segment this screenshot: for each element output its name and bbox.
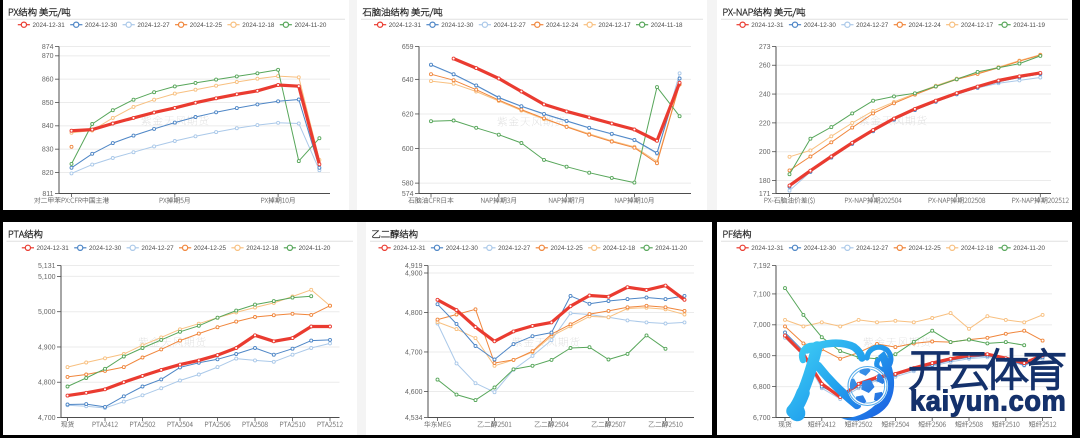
- svg-text:2024-12-17: 2024-12-17: [598, 22, 631, 29]
- svg-text:2024-12-30: 2024-12-30: [89, 245, 122, 252]
- svg-text:2024-12-25: 2024-12-25: [190, 22, 223, 29]
- svg-text:2024-12-27: 2024-12-27: [856, 245, 889, 252]
- svg-text:4,900: 4,900: [405, 270, 423, 277]
- svg-text:2024-12-27: 2024-12-27: [856, 22, 889, 29]
- svg-text:4,900: 4,900: [38, 344, 56, 351]
- svg-text:860: 860: [42, 77, 54, 84]
- svg-text:273: 273: [759, 44, 771, 51]
- svg-text:840: 840: [42, 123, 54, 130]
- svg-text:260: 260: [759, 63, 771, 70]
- svg-text:574: 574: [402, 191, 414, 198]
- svg-text:2024-11-19: 2024-11-19: [1013, 22, 1045, 29]
- svg-text:2024-12-31: 2024-12-31: [393, 245, 426, 252]
- svg-text:2024-11-20: 2024-11-20: [299, 245, 331, 252]
- svg-text:2024-12-18: 2024-12-18: [242, 22, 275, 29]
- svg-text:4,700: 4,700: [405, 349, 423, 356]
- svg-text:171: 171: [759, 191, 771, 198]
- svg-text:2024-12-25: 2024-12-25: [551, 245, 584, 252]
- svg-text:830: 830: [42, 147, 54, 154]
- svg-text:2024-12-17: 2024-12-17: [961, 22, 994, 29]
- svg-text:2024-12-30: 2024-12-30: [85, 22, 118, 29]
- svg-text:2024-12-30: 2024-12-30: [446, 245, 479, 252]
- svg-text:580: 580: [402, 181, 414, 188]
- svg-text:2024-12-24: 2024-12-24: [546, 22, 579, 29]
- svg-text:2024-11-20: 2024-11-20: [1013, 245, 1045, 252]
- svg-text:2024-12-31: 2024-12-31: [33, 22, 66, 29]
- svg-text:2024-12-18: 2024-12-18: [603, 245, 636, 252]
- svg-text:2024-12-27: 2024-12-27: [494, 22, 527, 29]
- svg-text:2024-12-30: 2024-12-30: [804, 245, 837, 252]
- svg-text:4,800: 4,800: [38, 380, 56, 387]
- svg-text:220: 220: [759, 120, 771, 127]
- svg-text:240: 240: [759, 91, 771, 98]
- svg-text:200: 200: [759, 149, 771, 156]
- svg-text:874: 874: [42, 44, 54, 51]
- svg-text:2024-12-30: 2024-12-30: [804, 22, 837, 29]
- svg-text:180: 180: [759, 178, 771, 185]
- svg-text:2024-11-20: 2024-11-20: [295, 22, 327, 29]
- svg-text:2024-12-27: 2024-12-27: [498, 245, 531, 252]
- svg-text:2024-12-18: 2024-12-18: [246, 245, 279, 252]
- svg-text:4,800: 4,800: [405, 310, 423, 317]
- svg-text:2024-12-25: 2024-12-25: [194, 245, 227, 252]
- svg-text:659: 659: [402, 44, 414, 51]
- svg-text:4,600: 4,600: [405, 389, 423, 396]
- svg-text:4,534: 4,534: [405, 415, 423, 422]
- svg-text:7,192: 7,192: [753, 263, 771, 270]
- svg-text:6,800: 6,800: [753, 384, 771, 391]
- svg-text:2024-12-31: 2024-12-31: [37, 245, 70, 252]
- svg-text:2024-12-18: 2024-12-18: [961, 245, 994, 252]
- svg-text:620: 620: [402, 111, 414, 118]
- svg-text:2024-12-25: 2024-12-25: [909, 245, 942, 252]
- svg-text:6,900: 6,900: [753, 353, 771, 360]
- svg-text:2024-12-27: 2024-12-27: [137, 22, 170, 29]
- svg-text:6,700: 6,700: [753, 415, 771, 422]
- svg-text:2024-12-31: 2024-12-31: [751, 245, 784, 252]
- svg-text:2024-12-31: 2024-12-31: [751, 22, 784, 29]
- svg-text:640: 640: [402, 77, 414, 84]
- svg-text:4,700: 4,700: [38, 415, 56, 422]
- svg-text:7,000: 7,000: [753, 322, 771, 329]
- svg-text:2024-11-20: 2024-11-20: [655, 245, 687, 252]
- svg-text:2024-12-30: 2024-12-30: [441, 22, 474, 29]
- svg-text:600: 600: [402, 146, 414, 153]
- svg-text:2024-12-27: 2024-12-27: [141, 245, 174, 252]
- svg-text:5,100: 5,100: [38, 274, 56, 281]
- svg-text:850: 850: [42, 100, 54, 107]
- svg-text:2024-11-18: 2024-11-18: [651, 22, 683, 29]
- svg-text:2024-12-24: 2024-12-24: [909, 22, 942, 29]
- svg-text:5,000: 5,000: [38, 309, 56, 316]
- svg-text:7,100: 7,100: [753, 291, 771, 298]
- svg-text:2024-12-31: 2024-12-31: [389, 22, 422, 29]
- svg-text:820: 820: [42, 170, 54, 177]
- svg-text:870: 870: [42, 53, 54, 60]
- svg-text:4,919: 4,919: [405, 263, 423, 270]
- svg-text:811: 811: [42, 191, 53, 198]
- svg-text:kaiyun.com: kaiyun.com: [910, 385, 1066, 417]
- svg-text:5,131: 5,131: [38, 263, 56, 270]
